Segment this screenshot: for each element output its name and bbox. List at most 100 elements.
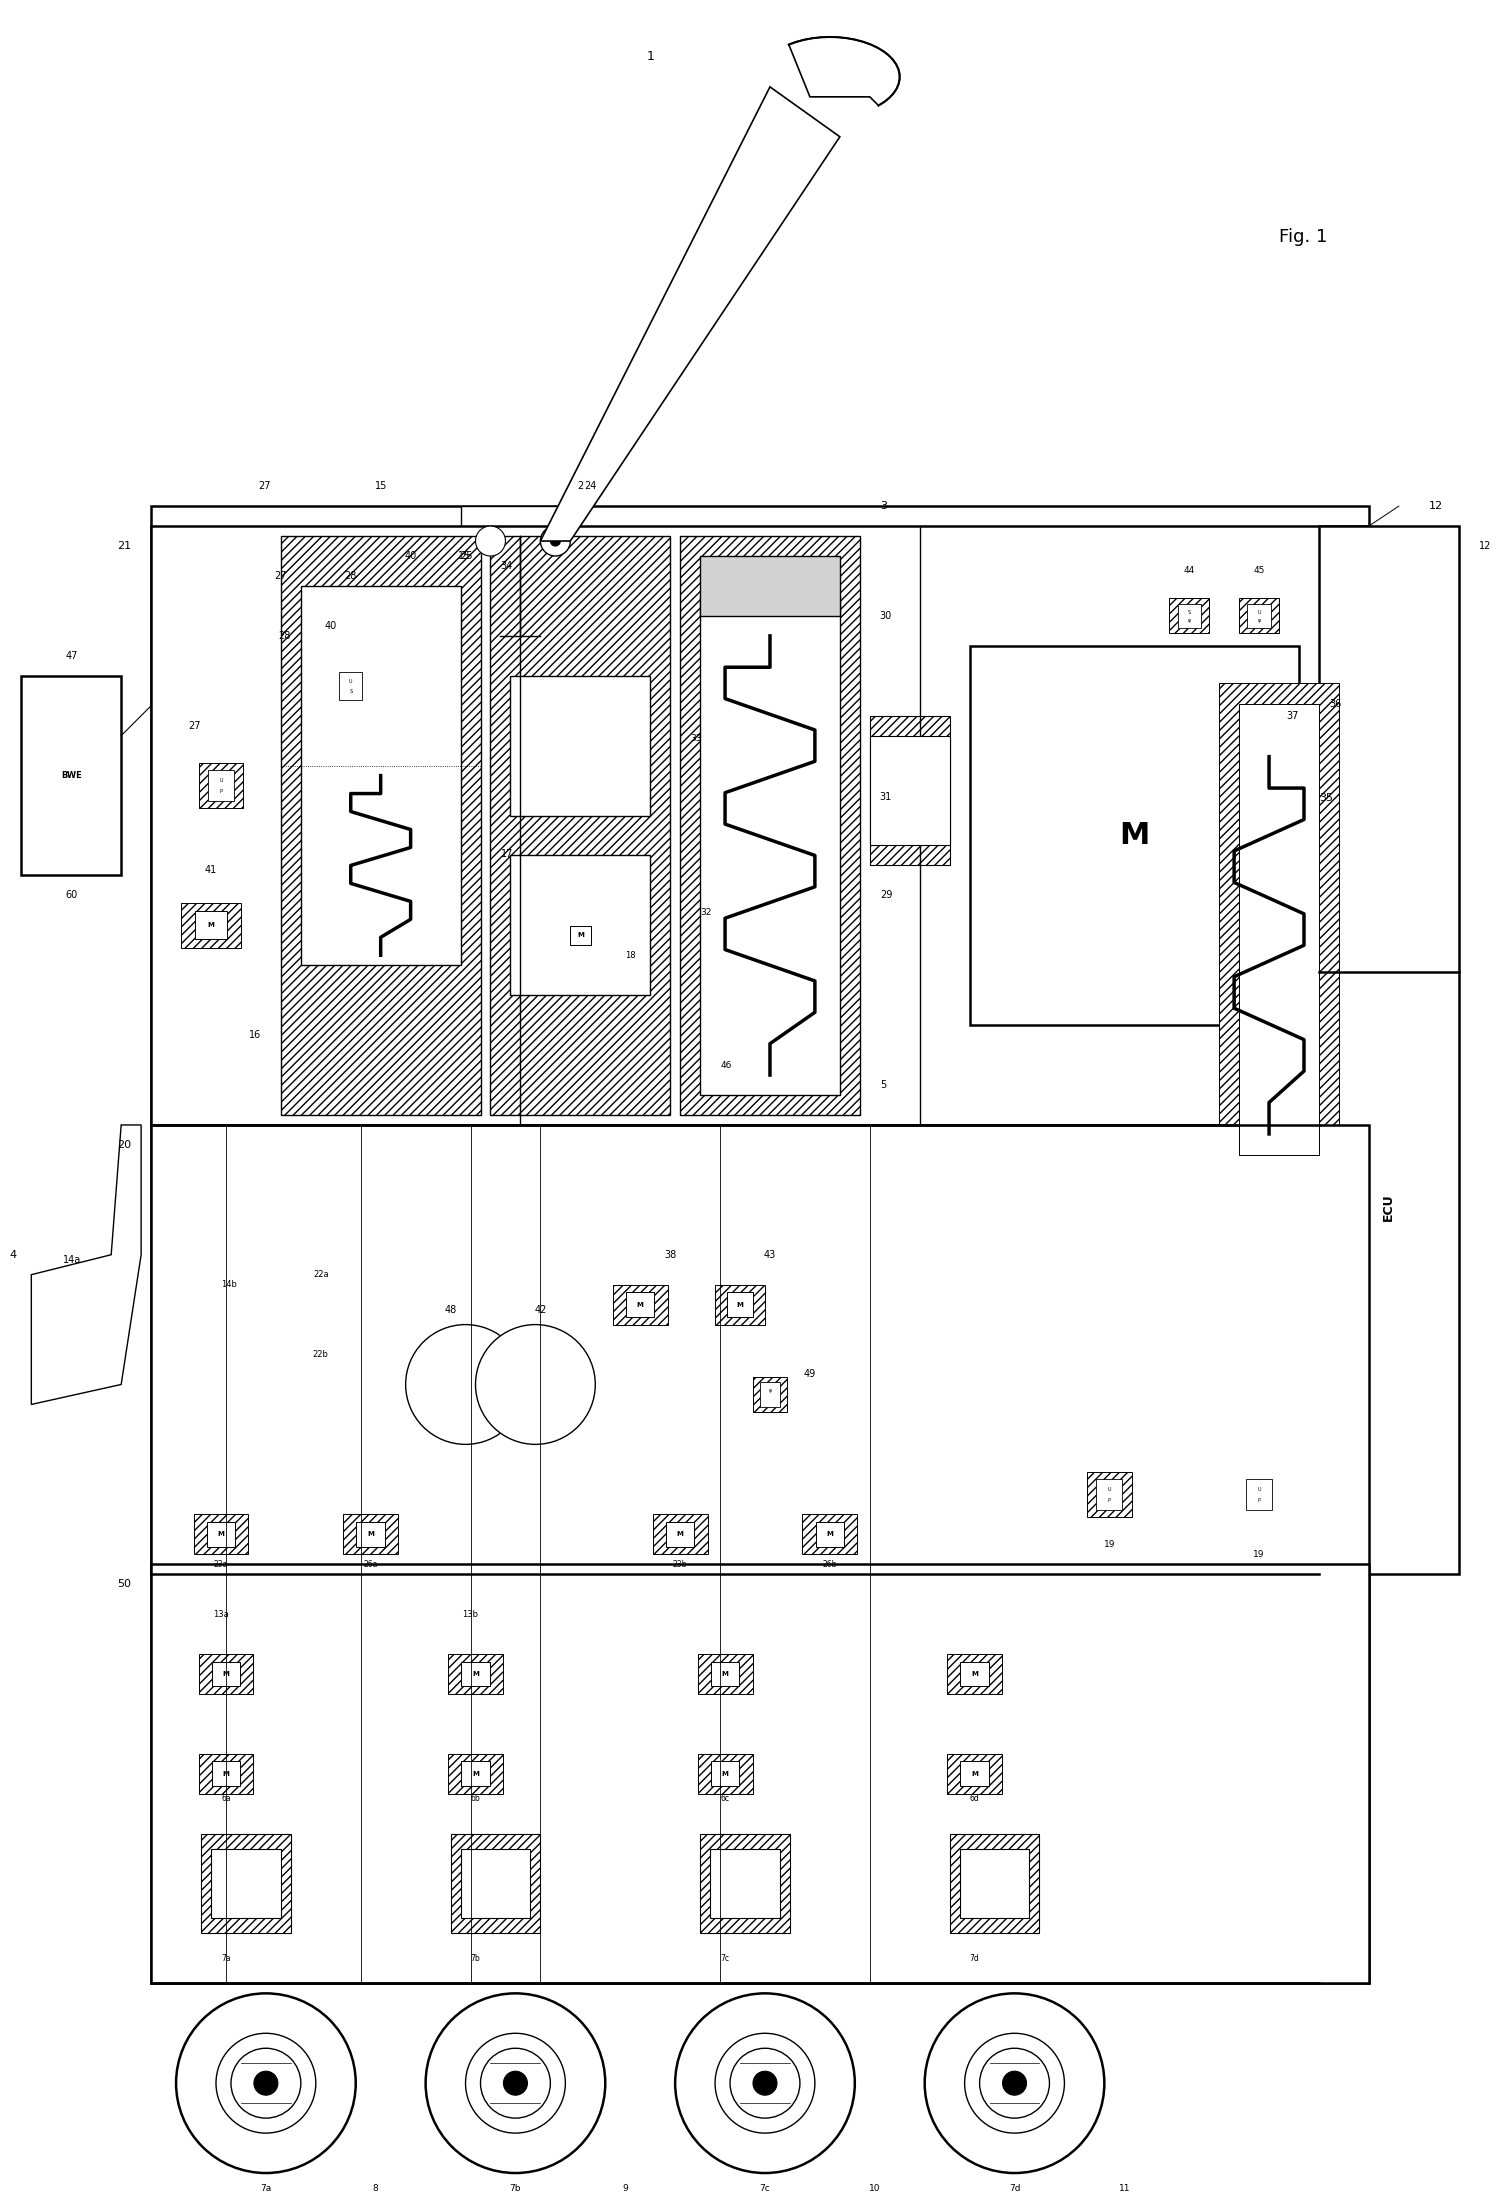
Bar <box>626 1292 654 1316</box>
Text: M: M <box>636 1301 644 1308</box>
Text: 4: 4 <box>9 1250 17 1259</box>
Bar <box>1097 1480 1123 1510</box>
Circle shape <box>476 1325 595 1444</box>
Bar <box>1239 598 1278 633</box>
Text: 6a: 6a <box>221 1795 231 1804</box>
Bar <box>338 673 363 699</box>
Text: 22a: 22a <box>313 1270 328 1279</box>
Text: 14a: 14a <box>63 1255 82 1266</box>
Text: P: P <box>219 789 222 794</box>
Bar <box>570 926 591 944</box>
Bar <box>698 1753 752 1793</box>
Bar <box>449 1753 503 1793</box>
Circle shape <box>1002 2070 1026 2095</box>
Bar <box>653 1515 707 1555</box>
Bar <box>511 675 650 816</box>
Polygon shape <box>789 37 899 106</box>
Text: 7c: 7c <box>721 1954 730 1962</box>
Text: 35: 35 <box>1319 792 1333 803</box>
Text: φ: φ <box>769 1389 772 1394</box>
Text: 8: 8 <box>373 2183 379 2192</box>
Text: 20: 20 <box>116 1140 131 1151</box>
Bar <box>698 1654 752 1693</box>
Bar <box>491 536 671 1116</box>
Bar <box>961 1663 988 1687</box>
Bar <box>151 1125 1369 1574</box>
Circle shape <box>405 1325 526 1444</box>
Bar <box>710 1762 739 1786</box>
Circle shape <box>426 1993 606 2174</box>
Bar <box>151 527 1369 1125</box>
Bar <box>449 1654 503 1693</box>
Text: M: M <box>736 1301 743 1308</box>
Circle shape <box>715 2033 814 2132</box>
Text: 1: 1 <box>647 51 654 64</box>
Bar <box>1170 598 1209 633</box>
Text: 6b: 6b <box>470 1795 480 1804</box>
Text: 7d: 7d <box>1009 2183 1020 2192</box>
Text: 27: 27 <box>275 571 287 580</box>
Bar <box>281 536 480 1116</box>
Text: M: M <box>471 1671 479 1678</box>
Text: 7b: 7b <box>509 2183 521 2192</box>
Bar <box>1247 1480 1272 1510</box>
Text: M: M <box>722 1771 728 1777</box>
Text: 34: 34 <box>500 560 512 571</box>
Bar <box>727 1292 752 1316</box>
Bar <box>212 1762 240 1786</box>
Text: 33: 33 <box>691 734 701 743</box>
Bar <box>1236 1471 1281 1517</box>
Text: M: M <box>722 1671 728 1678</box>
Text: BWE: BWE <box>60 772 82 781</box>
Bar <box>461 507 580 576</box>
Bar <box>710 1848 780 1918</box>
Bar <box>450 1835 541 1934</box>
Text: 5: 5 <box>879 1080 885 1089</box>
Text: 47: 47 <box>65 650 77 661</box>
Text: 29: 29 <box>879 891 891 900</box>
Bar <box>700 556 840 615</box>
Bar <box>151 1563 1369 1982</box>
Bar <box>181 902 240 948</box>
Text: U: U <box>1257 611 1260 615</box>
Circle shape <box>480 2048 550 2119</box>
Bar <box>947 1753 1002 1793</box>
Circle shape <box>925 1993 1105 2174</box>
Text: U: U <box>1257 1486 1260 1493</box>
Text: 28: 28 <box>278 631 290 642</box>
Text: M: M <box>827 1530 833 1537</box>
Text: 16: 16 <box>249 1030 261 1041</box>
Text: φ: φ <box>1257 617 1260 624</box>
Text: 40: 40 <box>325 622 337 631</box>
Circle shape <box>216 2033 316 2132</box>
Text: 44: 44 <box>1183 567 1195 576</box>
Text: 23a: 23a <box>213 1559 228 1568</box>
Text: 18: 18 <box>626 950 636 959</box>
Text: M: M <box>222 1671 230 1678</box>
Bar <box>201 1835 290 1934</box>
Text: 9: 9 <box>623 2183 629 2192</box>
Text: 7b: 7b <box>470 1954 480 1962</box>
Text: 22b: 22b <box>313 1349 329 1358</box>
Text: 41: 41 <box>205 864 218 875</box>
Bar <box>461 1762 490 1786</box>
Bar <box>212 1663 240 1687</box>
Text: 17: 17 <box>500 849 512 860</box>
Text: U: U <box>349 679 352 684</box>
Text: 43: 43 <box>765 1250 777 1259</box>
Bar <box>198 1753 254 1793</box>
Text: 36: 36 <box>1330 699 1342 710</box>
Circle shape <box>476 527 506 556</box>
Text: 30: 30 <box>879 611 891 622</box>
Text: 21: 21 <box>116 540 131 551</box>
Bar <box>710 1663 739 1687</box>
Text: 15: 15 <box>375 481 387 492</box>
Circle shape <box>979 2048 1050 2119</box>
Text: 27: 27 <box>258 481 270 492</box>
Text: 2: 2 <box>577 481 583 492</box>
Bar <box>1219 684 1339 1175</box>
Text: 7a: 7a <box>260 2183 272 2192</box>
Bar <box>207 1521 236 1546</box>
Bar <box>949 1835 1040 1934</box>
Bar <box>21 675 121 875</box>
